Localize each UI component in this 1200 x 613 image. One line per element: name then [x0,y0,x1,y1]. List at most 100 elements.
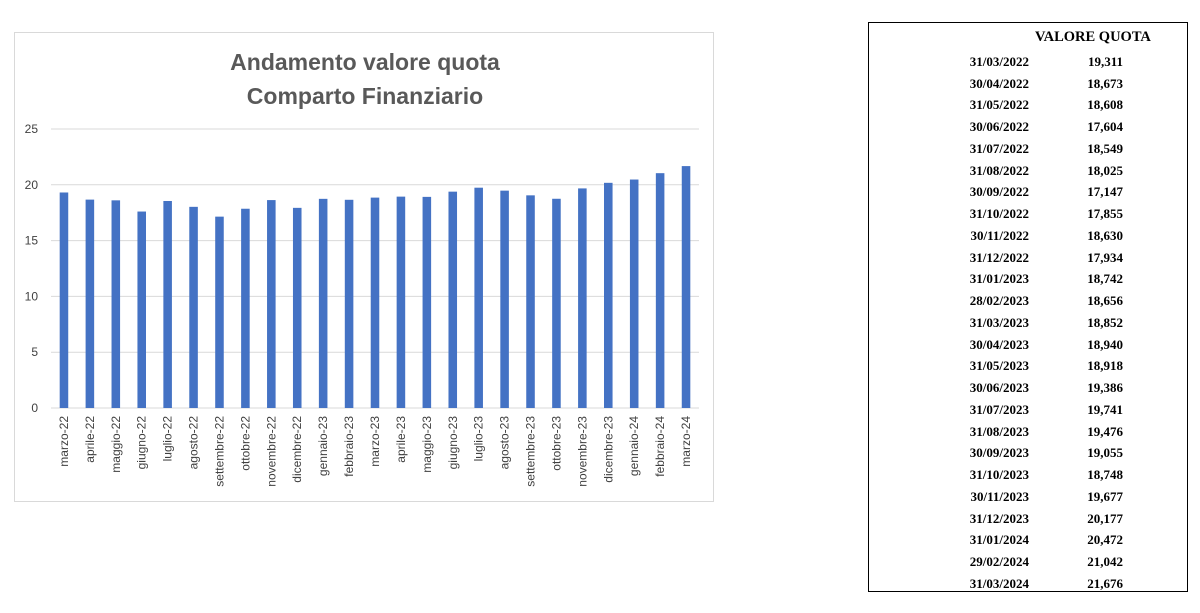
table-row: 30/04/2022 18,673 [869,73,1187,95]
value-cell: 19,311 [1087,53,1123,69]
bar-marzo-23 [370,197,380,408]
value-cell: 19,677 [1087,488,1123,504]
x-tick-label: febbraio-23 [342,416,356,477]
bar-giugno-23 [448,191,458,408]
table-row: 31/03/2022 19,311 [869,51,1187,73]
x-tick-label: settembre-22 [212,416,226,487]
date-cell: 28/02/2023 [969,293,1029,309]
bar-giugno-22 [137,211,146,408]
bar-luglio-23 [474,187,483,408]
bar-ottobre-22 [241,208,250,408]
bar-marzo-22 [59,192,69,408]
table-row: 31/05/2023 18,918 [869,356,1187,378]
bar-luglio-22 [163,200,172,408]
bar-settembre-23 [526,195,535,408]
table-row: 31/03/2024 21,676 [869,573,1187,595]
value-cell: 17,855 [1087,206,1123,222]
bar-ottobre-23 [552,198,561,408]
y-tick-label: 10 [25,289,39,303]
date-cell: 30/04/2022 [969,75,1029,91]
bar-aprile-23 [396,196,406,408]
bar-chart: Andamento valore quota Comparto Finanzia… [25,49,699,487]
value-cell: 18,608 [1087,97,1123,113]
x-tick-label: dicembre-22 [290,416,304,483]
value-cell: 17,604 [1087,119,1123,135]
x-tick-label: luglio-23 [472,416,486,462]
value-cell: 20,472 [1087,532,1123,548]
quota-table: VALORE QUOTA 31/03/2022 19,311 30/04/2022 1… [869,23,1187,595]
table-row: 31/01/2024 20,472 [869,530,1187,552]
bar-maggio-22 [111,200,121,408]
x-tick-label: marzo-22 [57,416,71,467]
bar-febbraio-23 [344,199,354,408]
value-cell: 18,656 [1087,293,1123,309]
table-header-row: VALORE QUOTA [869,23,1187,51]
date-cell: 30/06/2023 [969,380,1029,396]
table-row: 31/12/2023 20,177 [869,508,1187,530]
value-cell: 17,147 [1087,184,1123,200]
date-cell: 31/08/2022 [969,162,1029,178]
y-tick-label: 0 [31,401,38,415]
bar-agosto-22 [189,206,198,408]
bar-maggio-23 [422,196,432,408]
table-row: 31/08/2022 18,025 [869,160,1187,182]
x-tick-label: luglio-22 [161,416,175,462]
table-row: 30/06/2023 19,386 [869,377,1187,399]
table-row: 30/04/2023 18,940 [869,334,1187,356]
value-cell: 18,742 [1087,271,1123,287]
value-cell: 19,055 [1087,445,1123,461]
value-cell: 17,934 [1087,249,1123,265]
x-tick-label: dicembre-23 [601,416,615,483]
table-row: 31/07/2022 18,549 [869,138,1187,160]
x-tick-label: maggio-22 [109,416,123,473]
date-cell: 31/03/2023 [969,314,1029,330]
x-tick-label: aprile-23 [394,416,408,463]
table-row: 30/06/2022 17,604 [869,116,1187,138]
x-tick-label: ottobre-23 [549,416,563,471]
x-tick-label: novembre-22 [264,416,278,487]
table-row: 31/10/2022 17,855 [869,203,1187,225]
value-cell: 19,386 [1087,380,1123,396]
y-tick-label: 25 [25,122,39,136]
table-row: 30/09/2023 19,055 [869,443,1187,465]
date-cell: 30/09/2022 [969,184,1029,200]
y-tick-label: 5 [31,345,38,359]
value-cell: 21,676 [1087,575,1123,591]
table-row: 31/03/2023 18,852 [869,312,1187,334]
x-tick-label: marzo-23 [368,416,382,467]
bar-novembre-23 [578,188,587,408]
date-cell: 29/02/2024 [969,554,1029,570]
chart-title-line-1: Andamento valore quota [230,49,500,75]
x-tick-label: ottobre-22 [238,416,252,471]
date-cell: 30/11/2022 [970,227,1029,243]
table-row: 31/05/2022 18,608 [869,95,1187,117]
table-row: 31/07/2023 19,741 [869,399,1187,421]
x-tick-label: aprile-22 [83,416,97,463]
date-cell: 31/10/2023 [969,467,1029,483]
date-cell: 30/04/2023 [969,336,1029,352]
value-cell: 18,025 [1087,162,1123,178]
value-cell: 18,673 [1087,75,1123,91]
value-cell: 19,741 [1087,401,1123,417]
date-cell: 31/01/2024 [969,532,1029,548]
date-cell: 30/06/2022 [969,119,1029,135]
chart-panel: Andamento valore quota Comparto Finanzia… [14,32,714,502]
date-cell: 31/07/2023 [969,401,1029,417]
x-tick-label: marzo-24 [679,416,693,467]
x-tick-label: agosto-23 [498,416,512,470]
bar-dicembre-23 [604,182,613,408]
date-cell: 31/12/2023 [969,510,1029,526]
date-cell: 31/12/2022 [969,249,1029,265]
x-tick-label: settembre-23 [524,416,538,487]
x-axis-labels: marzo-22 aprile-22 maggio-22 giugno-22 lugli… [57,416,693,487]
x-tick-label: giugno-22 [135,416,149,470]
value-cell: 18,549 [1087,140,1123,156]
value-cell: 18,940 [1087,336,1123,352]
bar-novembre-22 [267,200,276,408]
bar-gennaio-23 [318,198,328,408]
table-row: 30/11/2023 19,677 [869,486,1187,508]
x-tick-label: maggio-23 [420,416,434,473]
value-cell: 20,177 [1087,510,1123,526]
table-row: 31/08/2023 19,476 [869,421,1187,443]
date-cell: 30/11/2023 [970,488,1029,504]
